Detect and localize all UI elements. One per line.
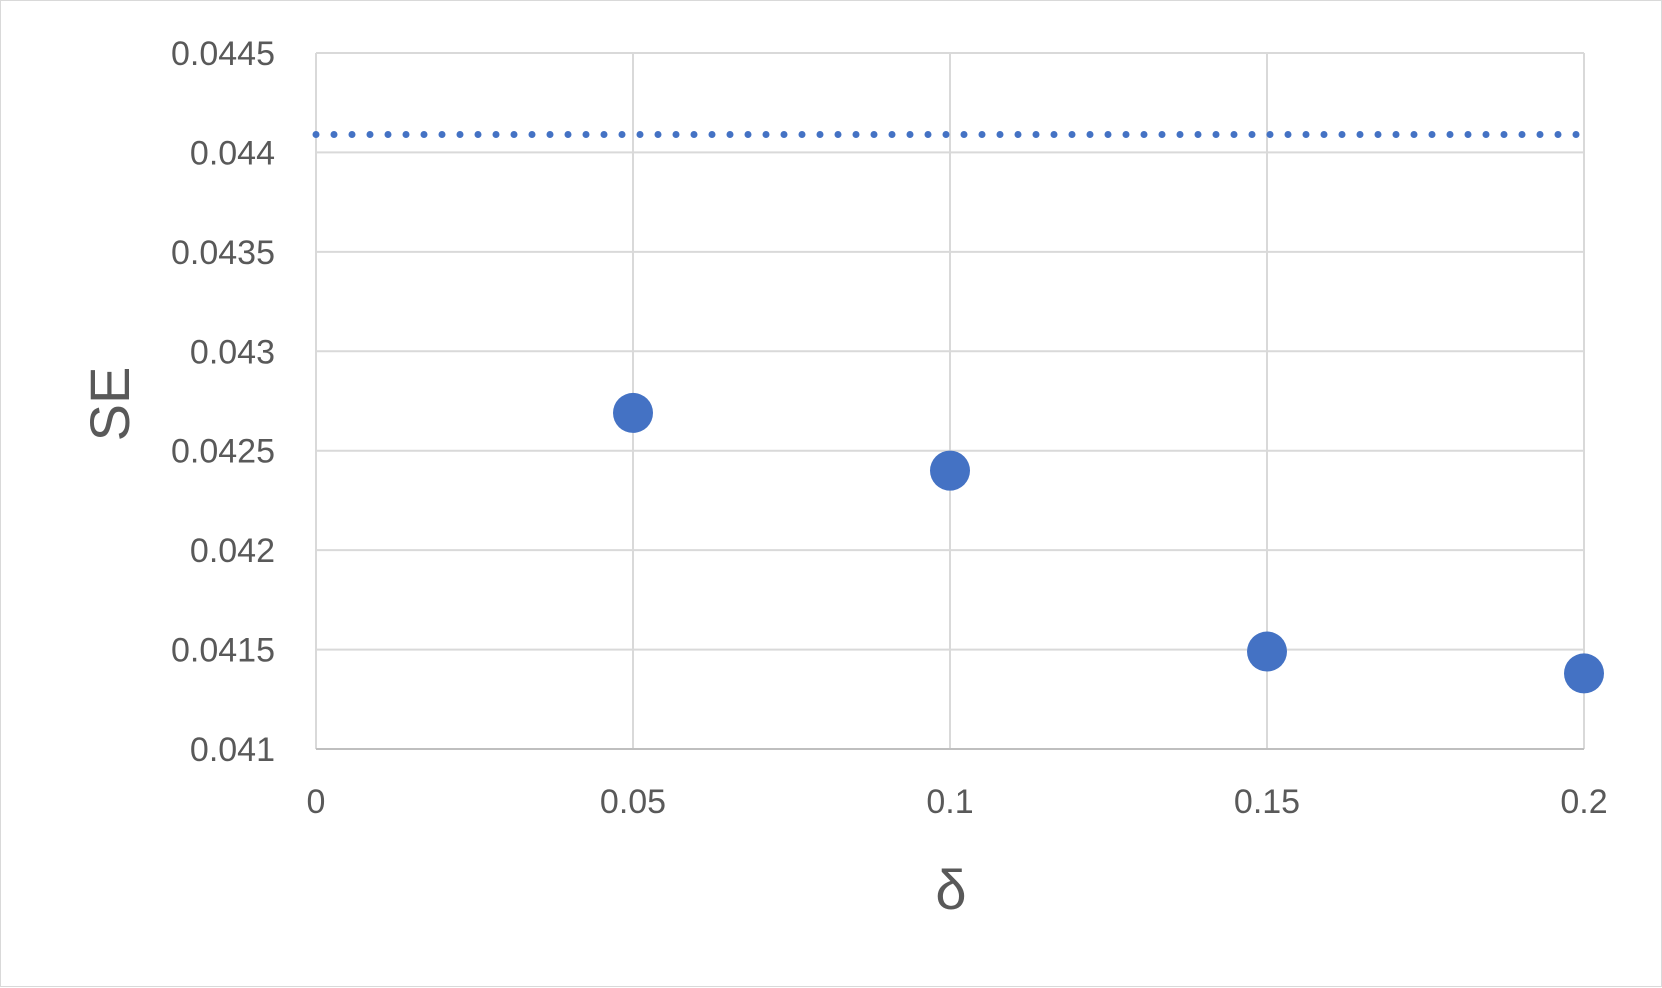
- x-tick-label: 0: [307, 783, 326, 821]
- y-tick-label: 0.0435: [171, 234, 275, 272]
- y-tick-label: 0.0425: [171, 433, 275, 471]
- y-tick-label: 0.0415: [171, 632, 275, 670]
- data-point: [1247, 631, 1287, 672]
- y-tick-label: 0.042: [190, 532, 275, 570]
- y-tick-labels: 0.041 0.0415 0.042 0.0425 0.043 0.0435 0.044 0.…: [171, 35, 275, 769]
- y-tick-label: 0.043: [190, 333, 275, 371]
- y-tick-label: 0.0445: [171, 35, 275, 73]
- data-point: [1564, 653, 1604, 694]
- data-points: [613, 392, 1604, 694]
- data-point: [613, 392, 653, 433]
- y-axis-title: SE: [78, 367, 141, 442]
- x-axis-title: δ: [935, 858, 966, 921]
- x-tick-label: 0.15: [1234, 783, 1300, 821]
- y-tick-label: 0.044: [190, 134, 275, 172]
- y-tick-label: 0.041: [190, 731, 275, 769]
- x-tick-label: 0.1: [926, 783, 973, 821]
- grid: [315, 52, 1585, 750]
- x-tick-label: 0.05: [600, 783, 666, 821]
- x-tick-labels: 0 0.05 0.1 0.15 0.2: [307, 783, 1608, 821]
- x-tick-label: 0.2: [1560, 783, 1607, 821]
- data-point: [930, 450, 970, 491]
